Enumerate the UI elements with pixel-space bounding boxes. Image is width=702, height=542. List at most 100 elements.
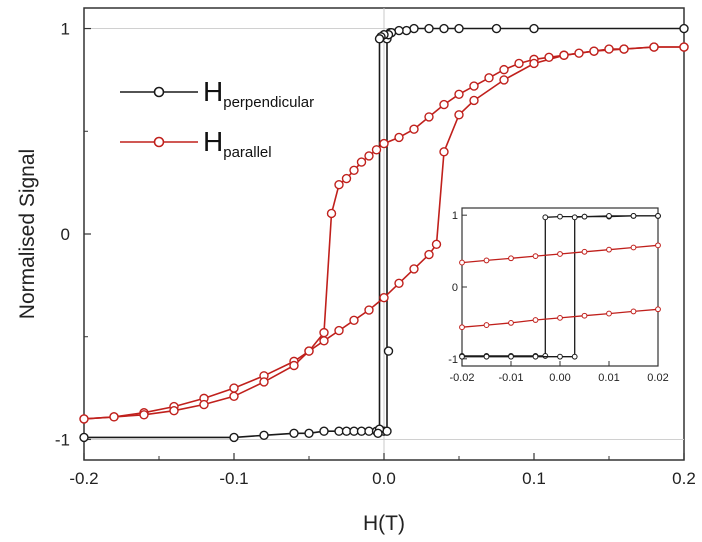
inset-data-point [557, 353, 563, 360]
legend-sublabel-perpendicular: perpendicular [223, 94, 314, 111]
data-point-parallel [619, 44, 629, 54]
data-point-parallel [649, 42, 659, 52]
inset-data-point [508, 353, 514, 360]
inset-y-tick-label: -1 [448, 354, 458, 366]
inset-data-point [581, 213, 588, 220]
inset-data-point [459, 259, 465, 266]
inset-data-point [508, 255, 514, 262]
inset-y-tick-label: 1 [452, 210, 458, 222]
main-plot-area: -0.2 -0.1 0.0 0.1 0.2 -1 0 1 [55, 7, 696, 488]
data-point-parallel [431, 239, 442, 249]
inset-data-point [459, 353, 465, 360]
data-point-parallel [229, 383, 239, 393]
data-point-parallel [409, 264, 419, 274]
inset-data-point [606, 310, 612, 317]
data-point-parallel [259, 377, 269, 387]
inset-data-point [571, 214, 578, 221]
data-point-parallel [364, 151, 374, 161]
inset-data-point [483, 322, 490, 328]
legend-marker-parallel [153, 136, 165, 148]
data-point-parallel [379, 292, 389, 303]
data-point-perpendicular [491, 23, 502, 34]
data-point-perpendicular [341, 426, 352, 436]
inset-series-group [459, 213, 661, 360]
data-point-parallel [349, 315, 359, 325]
inset-data-point [581, 312, 588, 319]
data-point-parallel [574, 48, 584, 58]
data-point-parallel [229, 391, 239, 402]
data-point-parallel [139, 410, 149, 420]
inset-background [448, 206, 664, 372]
data-point-parallel [499, 75, 509, 85]
data-point-parallel [439, 147, 449, 157]
legend-sublabel-parallel: parallel [223, 144, 271, 161]
data-point-perpendicular [424, 23, 434, 34]
inset-data-point [542, 214, 549, 221]
inset-x-tick-label: 0.00 [549, 372, 570, 384]
inset-x-tick-label: -0.01 [498, 372, 523, 384]
data-point-parallel [409, 124, 419, 134]
data-point-parallel [109, 412, 119, 422]
inset-data-point [630, 213, 637, 219]
inset-tick-labels: -0.02 -0.01 0.00 0.01 0.02 -1 0 1 [448, 210, 668, 384]
data-point-perpendicular [409, 23, 419, 34]
inset-data-point [532, 353, 539, 360]
legend: Hperpendicular Hparallel [120, 76, 314, 161]
inset-data-point [557, 251, 563, 257]
series-parallel [79, 42, 689, 424]
inset-data-point [483, 257, 490, 264]
data-point-parallel [356, 157, 367, 167]
x-tick-label: -0.1 [219, 469, 248, 488]
y-axis-label: Normalised Signal [16, 149, 39, 319]
data-point-parallel [424, 249, 434, 260]
data-point-parallel [499, 64, 509, 75]
inset-data-point [606, 246, 612, 253]
data-point-parallel [379, 138, 389, 149]
data-point-perpendicular [382, 426, 392, 436]
inset-data-point [606, 213, 612, 219]
data-point-parallel [604, 44, 614, 54]
inset-series-H_perpendicular [459, 213, 661, 360]
data-point-perpendicular [334, 426, 344, 436]
svg-text:Hparallel: Hparallel [203, 126, 272, 161]
data-point-parallel [341, 173, 352, 184]
inset-data-point [483, 353, 490, 360]
data-point-parallel [319, 327, 329, 338]
data-point-perpendicular [319, 426, 329, 436]
data-point-parallel [514, 58, 524, 69]
data-point-parallel [529, 58, 539, 69]
data-point-perpendicular [394, 25, 404, 36]
data-point-parallel [349, 165, 359, 176]
x-tick-label: 0.1 [522, 469, 546, 488]
y-tick-label: 0 [61, 225, 70, 244]
inset-data-point [508, 320, 514, 326]
inset-data-point [532, 317, 539, 323]
tick-labels: -0.2 -0.1 0.0 0.1 0.2 -1 0 1 [55, 20, 696, 488]
data-point-perpendicular [401, 25, 412, 36]
data-point-perpendicular [304, 428, 314, 438]
data-point-parallel [319, 336, 329, 346]
data-point-parallel [169, 405, 179, 416]
data-point-perpendicular [454, 23, 464, 34]
inset-data-point [630, 308, 637, 315]
inset-data-point [557, 213, 563, 220]
inset-data-point [655, 306, 661, 313]
inset-x-tick-label: -0.02 [449, 372, 474, 384]
inset-series-H_parallel [459, 242, 661, 331]
inset-data-point [581, 248, 588, 255]
inset-x-tick-label: 0.02 [647, 372, 668, 384]
data-point-perpendicular [529, 23, 539, 34]
data-point-parallel [469, 95, 479, 106]
inset-data-point [655, 213, 661, 219]
inset-data-point [655, 242, 661, 249]
data-point-parallel [469, 81, 479, 91]
legend-label-parallel: H [203, 126, 223, 157]
legend-label-perpendicular: H [203, 76, 223, 107]
data-point-parallel [559, 50, 569, 60]
data-point-perpendicular [383, 346, 394, 356]
data-point-parallel [79, 414, 89, 424]
inset-data-point [571, 353, 578, 360]
data-point-parallel [454, 89, 464, 99]
data-point-parallel [371, 145, 382, 155]
data-point-parallel [199, 399, 209, 410]
